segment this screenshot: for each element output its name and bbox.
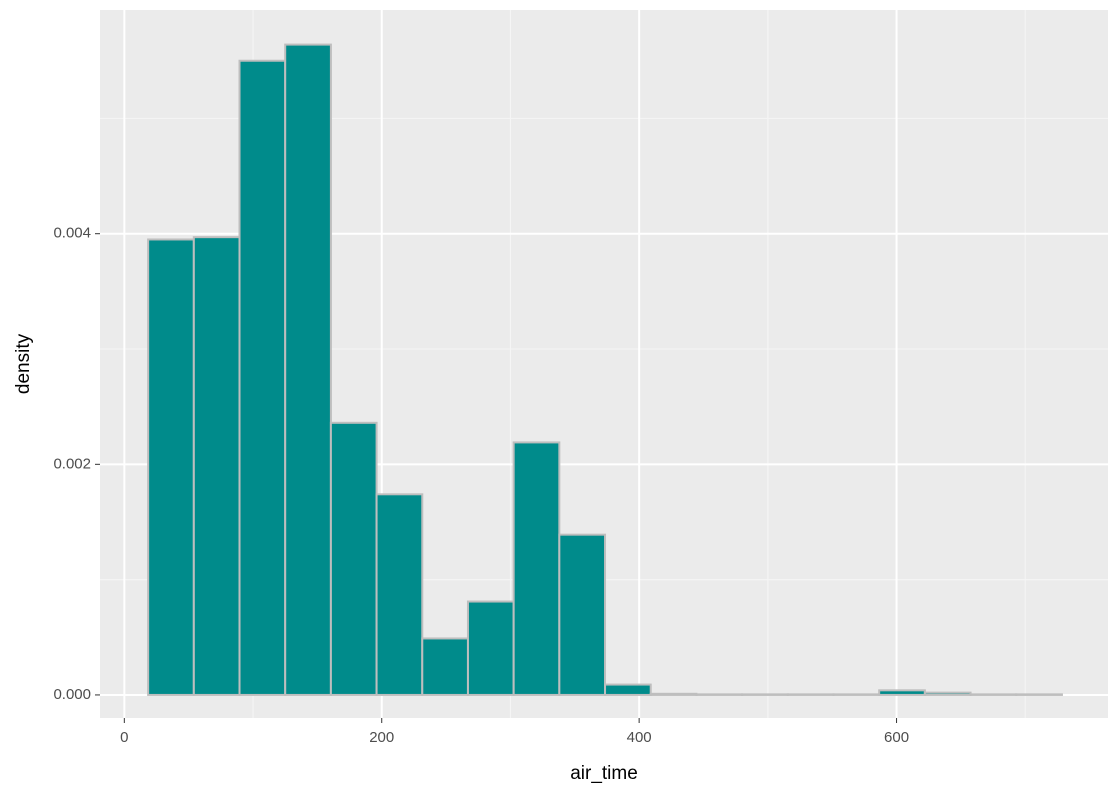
bar xyxy=(878,689,926,696)
bar xyxy=(649,692,698,696)
x-axis-title: air_time xyxy=(570,763,638,784)
bar xyxy=(421,637,469,696)
x-tick-label: 200 xyxy=(369,729,394,746)
bar xyxy=(558,533,607,696)
bar xyxy=(329,421,378,696)
bar xyxy=(832,693,881,696)
y-axis-title: density xyxy=(13,333,34,394)
bar xyxy=(923,691,972,696)
y-tick-label: 0.000 xyxy=(53,686,91,703)
y-tick-label: 0.002 xyxy=(53,455,91,472)
x-tick-label: 600 xyxy=(884,729,909,746)
bar xyxy=(604,683,652,696)
bar xyxy=(786,693,835,696)
bar xyxy=(695,693,744,696)
bar xyxy=(375,493,424,696)
x-tick-label: 0 xyxy=(120,729,128,746)
bar xyxy=(466,600,515,696)
bar xyxy=(238,59,287,696)
bar xyxy=(969,693,1018,696)
y-tick-label: 0.004 xyxy=(53,225,91,242)
bar xyxy=(512,441,561,696)
bar xyxy=(1015,693,1063,696)
x-tick-label: 400 xyxy=(627,729,652,746)
bar xyxy=(147,238,195,696)
bar xyxy=(192,236,241,696)
bar xyxy=(741,693,789,696)
bar xyxy=(284,43,332,696)
